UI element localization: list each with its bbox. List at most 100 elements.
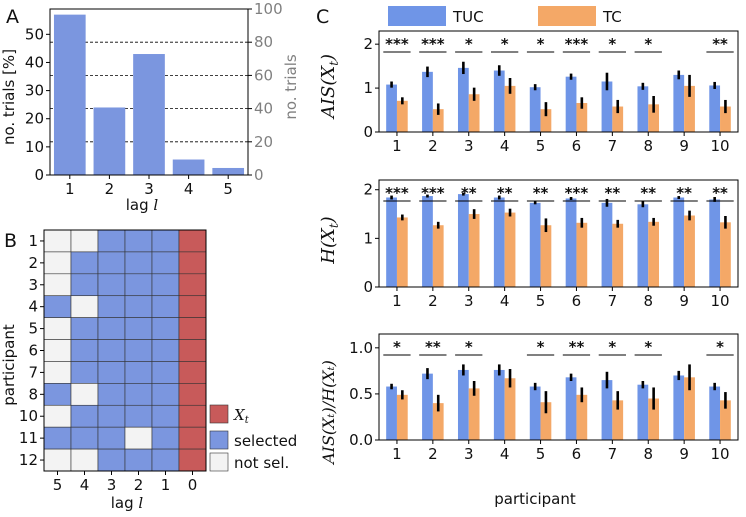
- panel-c-bar-tc: [684, 85, 695, 132]
- panel-a-xlabel-main: lag: [126, 196, 154, 214]
- panel-c-subplot-2: 0 1 2 *** 1 *** 2 ** 3 ** 4 ** 5 *** 6 ** 7 ** 8 ** 9 ** 10: [363, 179, 739, 310]
- panel-c-significance: **: [712, 35, 728, 53]
- panel-b-cell: [43, 295, 72, 318]
- panel-label-a: A: [6, 6, 19, 28]
- panel-b-cell: [70, 383, 99, 406]
- panel-c-frame: [378, 30, 739, 133]
- panel-c-bar-tc: [396, 217, 408, 287]
- panel-c-significance: *: [716, 338, 724, 356]
- panel-c-frame: [378, 333, 739, 441]
- panel-c-significance: ***: [421, 184, 445, 202]
- panel-b-cell: [43, 339, 72, 362]
- panel-b-xlabel-main: lag: [111, 494, 139, 512]
- panel-b-cell: [178, 295, 207, 318]
- panel-b-cell: [151, 404, 180, 428]
- panel-a-xtick-label: 5: [223, 180, 233, 198]
- panel-c-frame: [378, 179, 739, 288]
- panel-c-significance: **: [569, 338, 585, 356]
- panel-c-ytick-label: 1: [363, 229, 373, 247]
- panel-c-bar-tuc: [457, 67, 469, 132]
- panel-c-bar-tc: [468, 388, 480, 440]
- panel-b-cell: [151, 229, 180, 253]
- panel-b-cell: [43, 383, 72, 406]
- panel-b-ylabel: participant: [0, 324, 18, 406]
- panel-a-xtick-label: 4: [184, 180, 194, 198]
- panel-c-xtick-label: 5: [536, 137, 546, 155]
- panel-c-bar-tc: [396, 394, 408, 440]
- panel-c-bar-tc: [504, 85, 516, 132]
- panel-a-frame: [49, 8, 249, 176]
- panel-a-ylabel: no. trials [%]: [0, 49, 18, 145]
- panel-c-significance: ***: [385, 35, 409, 53]
- panel-c-ytick-label: 1.0: [349, 339, 373, 357]
- panel-b-cell: [151, 295, 180, 318]
- panel-b-cell: [178, 448, 207, 472]
- panel-c-bar-tc: [612, 400, 624, 440]
- panel-c-xtick-label: 1: [392, 137, 402, 155]
- panel-c-bar-tuc: [673, 74, 685, 132]
- panel-c-xtick-label: 3: [464, 292, 474, 310]
- panel-c-bar-tuc: [565, 377, 577, 440]
- panel-c-bar-tuc: [601, 81, 613, 132]
- panel-c-bar-tc: [540, 402, 552, 440]
- panel-c-ais-entropy: TUC TC AIS(Xt) H(Xt) AIS(Xₜ)/H(Xₜ) parti…: [318, 6, 739, 508]
- panel-b-cell: [97, 273, 126, 297]
- panel-c-ytick-label: 0.0: [349, 431, 373, 449]
- panel-b-ytick-label: 6: [28, 342, 38, 360]
- panel-c-xtick-label: 7: [608, 292, 618, 310]
- panel-c-significance: ***: [565, 35, 589, 53]
- panel-b-xtick-label: 1: [161, 476, 171, 494]
- panel-b-frame: [43, 229, 207, 472]
- panel-c-significance: **: [640, 184, 656, 202]
- panel-b-cell: [124, 339, 153, 362]
- panel-c-bar-tuc: [386, 386, 397, 440]
- panel-c-bar-tuc: [565, 76, 577, 132]
- panel-b-cell: [97, 404, 126, 428]
- panel-c-ylabel-2-main: H(X: [318, 227, 339, 265]
- panel-c-bar-tuc: [529, 202, 541, 287]
- panel-c-significance: *: [608, 35, 616, 53]
- panel-b-cell: [70, 339, 99, 362]
- panel-b-cell: [178, 404, 207, 428]
- panel-b-cell: [70, 317, 99, 340]
- panel-c-bar-tc: [576, 222, 588, 287]
- panel-c-xtick-label: 10: [711, 292, 730, 310]
- panel-b-ytick-label: 12: [19, 451, 38, 469]
- panel-b-cell: [124, 361, 153, 384]
- panel-c-xtick-label: 3: [464, 445, 474, 463]
- panel-c-ylabel-3: AIS(Xₜ)/H(Xₜ): [319, 360, 338, 466]
- panel-c-bar-tuc: [709, 199, 721, 287]
- panel-b-cell: [178, 273, 207, 297]
- panel-c-ytick-label: 2: [363, 181, 373, 199]
- panel-c-bar-tuc: [493, 70, 505, 132]
- panel-b-cell: [151, 383, 180, 406]
- panel-b-ytick-label: 11: [19, 429, 38, 447]
- panel-c-bar-tuc: [386, 197, 397, 287]
- panel-c-xtick-label: 10: [711, 137, 730, 155]
- panel-c-significance: ***: [565, 184, 589, 202]
- panel-c-xtick-label: 9: [679, 445, 689, 463]
- panel-b-xtick-label: 4: [80, 476, 90, 494]
- panel-b-cell: [70, 426, 99, 450]
- panel-b-cell: [178, 426, 207, 450]
- panel-b-cell: [124, 251, 153, 275]
- panel-b-ytick-label: 1: [28, 232, 38, 250]
- panel-c-bar-tc: [720, 106, 731, 132]
- panel-c-xtick-label: 4: [500, 292, 510, 310]
- panel-b-cell: [70, 295, 99, 318]
- panel-b-cell: [124, 448, 153, 472]
- panel-c-xtick-label: 3: [464, 137, 474, 155]
- panel-c-xtick-label: 4: [500, 137, 510, 155]
- panel-c-bar-tuc: [709, 386, 721, 440]
- panel-c-bar-tuc: [386, 84, 397, 132]
- panel-c-ytick-label: 1: [363, 79, 373, 97]
- panel-c-bar-tuc: [637, 86, 649, 132]
- panel-c-bar-tc: [648, 104, 660, 132]
- panel-b-cell: [97, 295, 126, 318]
- panel-a-right-tick-label: 0: [254, 166, 264, 184]
- panel-a-bar: [133, 54, 165, 175]
- panel-b-cell: [43, 229, 72, 253]
- panel-b-cell: [178, 383, 207, 406]
- panel-a-bar: [93, 107, 126, 175]
